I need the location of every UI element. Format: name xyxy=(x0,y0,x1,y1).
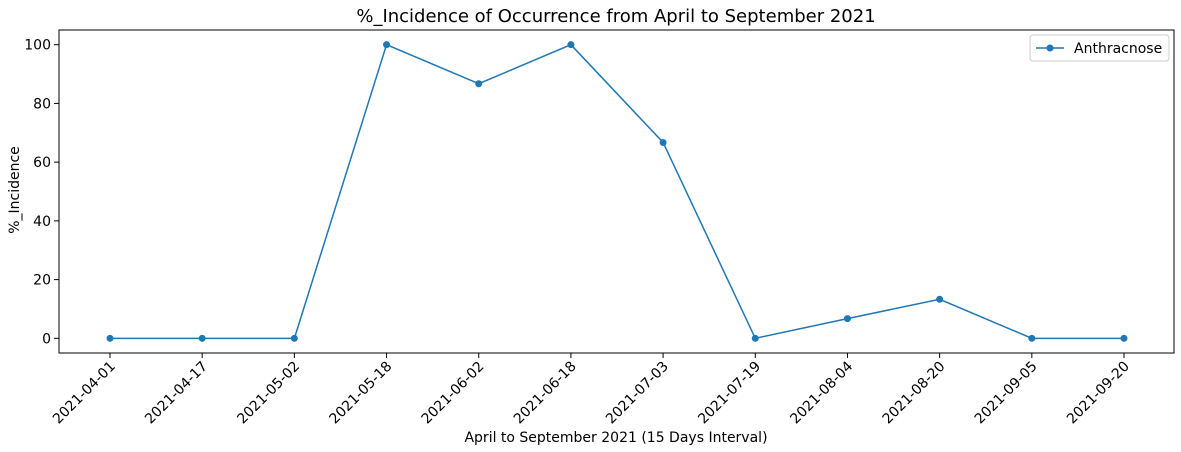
legend-box xyxy=(1029,34,1170,62)
data-point xyxy=(567,41,575,49)
plot-area xyxy=(58,29,1175,354)
plot-frame xyxy=(58,29,1175,354)
y-tick-label: 60 xyxy=(33,155,51,171)
legend-marker xyxy=(1046,44,1054,52)
data-point xyxy=(1120,334,1128,342)
y-tick-label: 20 xyxy=(33,273,51,289)
x-axis-label: April to September 2021 (15 Days Interva… xyxy=(464,430,767,446)
y-tick-label: 40 xyxy=(33,214,51,230)
data-point xyxy=(1028,334,1036,342)
data-point xyxy=(843,315,851,323)
series-layer xyxy=(106,41,1128,342)
y-axis: 0 20 40 60 80 100 xyxy=(24,38,59,347)
data-point xyxy=(383,41,391,49)
data-point xyxy=(936,295,944,303)
chart-title: %_Incidence of Occurrence from April to … xyxy=(356,6,875,27)
legend-label: Anthracnose xyxy=(1074,41,1162,57)
data-point xyxy=(198,334,206,342)
data-point xyxy=(106,334,114,342)
series-line xyxy=(110,43,1124,340)
data-point xyxy=(659,138,667,146)
data-point xyxy=(475,80,483,88)
legend: Anthracnose xyxy=(1029,34,1170,62)
y-tick-label: 80 xyxy=(33,96,51,112)
y-tick-label: 0 xyxy=(42,331,51,347)
y-axis-label: %_Incidence xyxy=(7,146,23,234)
y-tick-label: 100 xyxy=(24,38,51,54)
data-point xyxy=(290,334,298,342)
data-point xyxy=(751,334,759,342)
